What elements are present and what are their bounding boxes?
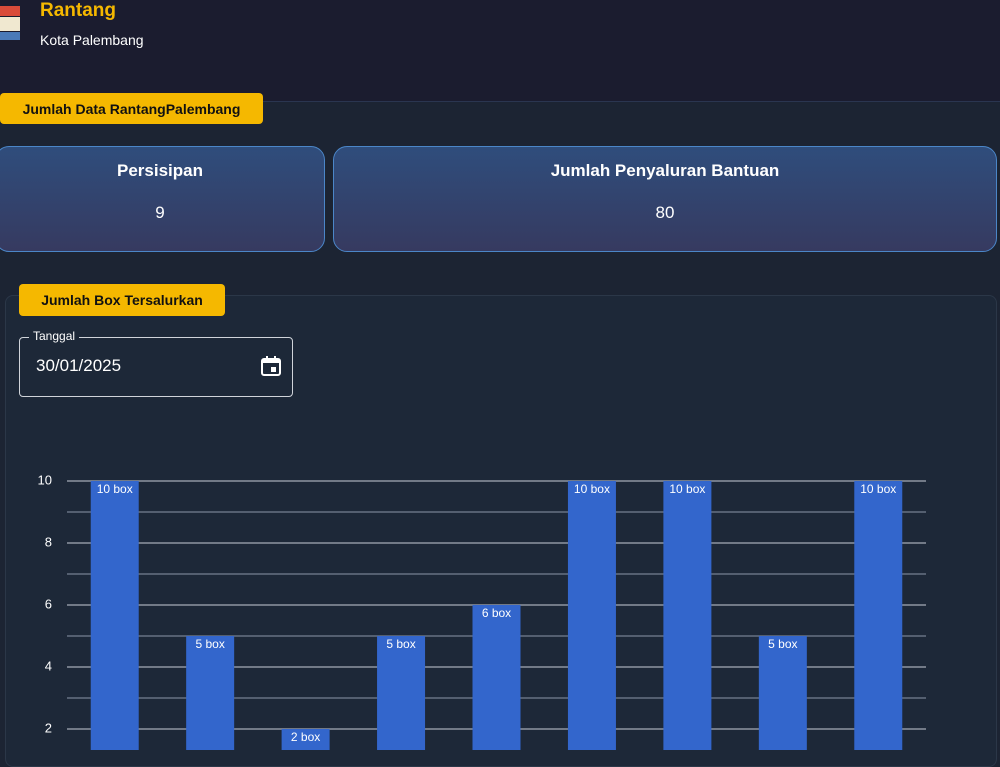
y-tick-label: 10: [38, 472, 52, 487]
bar: [472, 605, 521, 750]
stat-label: Persisipan: [117, 161, 203, 180]
date-value: 30/01/2025: [36, 356, 122, 375]
date-label: Tanggal: [29, 329, 80, 343]
bar: [663, 481, 712, 750]
app-subtitle: Kota Palembang: [40, 32, 144, 48]
value-label: 5 box: [195, 637, 224, 651]
logo: [0, 6, 20, 40]
value-label: 10 box: [97, 482, 133, 496]
bar: [186, 636, 235, 750]
y-tick-label: 2: [45, 720, 52, 735]
stat-card: Jumlah Penyaluran Bantuan 80: [333, 146, 997, 252]
section-badge: Jumlah Data RantangPalembang: [0, 93, 263, 124]
value-label: 10 box: [860, 482, 896, 496]
stat-value: 9: [155, 203, 165, 222]
stat-card: Persisipan 9: [0, 146, 325, 252]
bar: [567, 481, 616, 750]
bar: [281, 729, 330, 750]
stat-label: Jumlah Penyaluran Bantuan: [550, 161, 780, 180]
stat-value: 80: [655, 203, 675, 222]
y-tick-label: 6: [45, 596, 52, 611]
value-label: 5 box: [768, 637, 797, 651]
bar: [90, 481, 139, 750]
date-input[interactable]: 30/01/2025: [19, 337, 293, 397]
bar: [377, 636, 426, 750]
section-badge: Jumlah Box Tersalurkan: [19, 284, 225, 316]
value-label: 2 box: [291, 730, 320, 744]
y-tick-label: 4: [45, 658, 52, 673]
value-label: 10 box: [669, 482, 705, 496]
value-label: 6 box: [482, 606, 511, 620]
value-label: 5 box: [386, 637, 415, 651]
app-title: Rantang: [40, 0, 116, 21]
bar: [758, 636, 807, 750]
bar: [854, 481, 903, 750]
value-label: 10 box: [574, 482, 610, 496]
header: Rantang Kota Palembang: [0, 0, 1000, 102]
y-tick-label: 8: [45, 534, 52, 549]
calendar-icon[interactable]: [260, 355, 282, 377]
